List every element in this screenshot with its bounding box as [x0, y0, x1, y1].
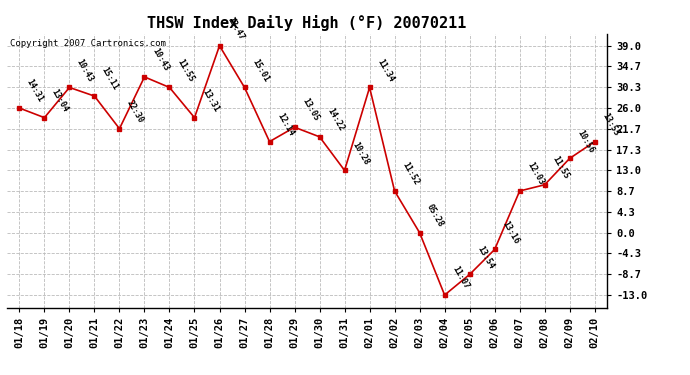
Text: 10:43: 10:43 — [150, 46, 170, 73]
Text: 13:54: 13:54 — [475, 244, 495, 270]
Text: 10:56: 10:56 — [575, 128, 595, 154]
Text: 13:04: 13:04 — [50, 87, 70, 114]
Text: Copyright 2007 Cartronics.com: Copyright 2007 Cartronics.com — [10, 39, 166, 48]
Text: 13:55: 13:55 — [600, 111, 620, 138]
Text: 13:31: 13:31 — [200, 87, 220, 114]
Text: 05:28: 05:28 — [425, 202, 446, 228]
Text: 11:07: 11:07 — [450, 265, 471, 291]
Text: 11:55: 11:55 — [550, 154, 571, 181]
Text: 13:16: 13:16 — [500, 219, 520, 245]
Text: 14:31: 14:31 — [25, 78, 46, 104]
Text: 11:55: 11:55 — [175, 57, 195, 83]
Text: 15:11: 15:11 — [100, 66, 120, 92]
Text: 13:47: 13:47 — [225, 15, 246, 42]
Text: 10:43: 10:43 — [75, 57, 95, 83]
Title: THSW Index Daily High (°F) 20070211: THSW Index Daily High (°F) 20070211 — [148, 15, 466, 31]
Text: 11:34: 11:34 — [375, 57, 395, 83]
Text: 10:28: 10:28 — [350, 140, 371, 166]
Text: 14:22: 14:22 — [325, 106, 346, 133]
Text: 13:05: 13:05 — [300, 97, 320, 123]
Text: 12:14: 12:14 — [275, 111, 295, 138]
Text: 22:30: 22:30 — [125, 98, 146, 124]
Text: 15:01: 15:01 — [250, 57, 270, 83]
Text: 11:52: 11:52 — [400, 160, 420, 187]
Text: 12:03: 12:03 — [525, 160, 546, 187]
